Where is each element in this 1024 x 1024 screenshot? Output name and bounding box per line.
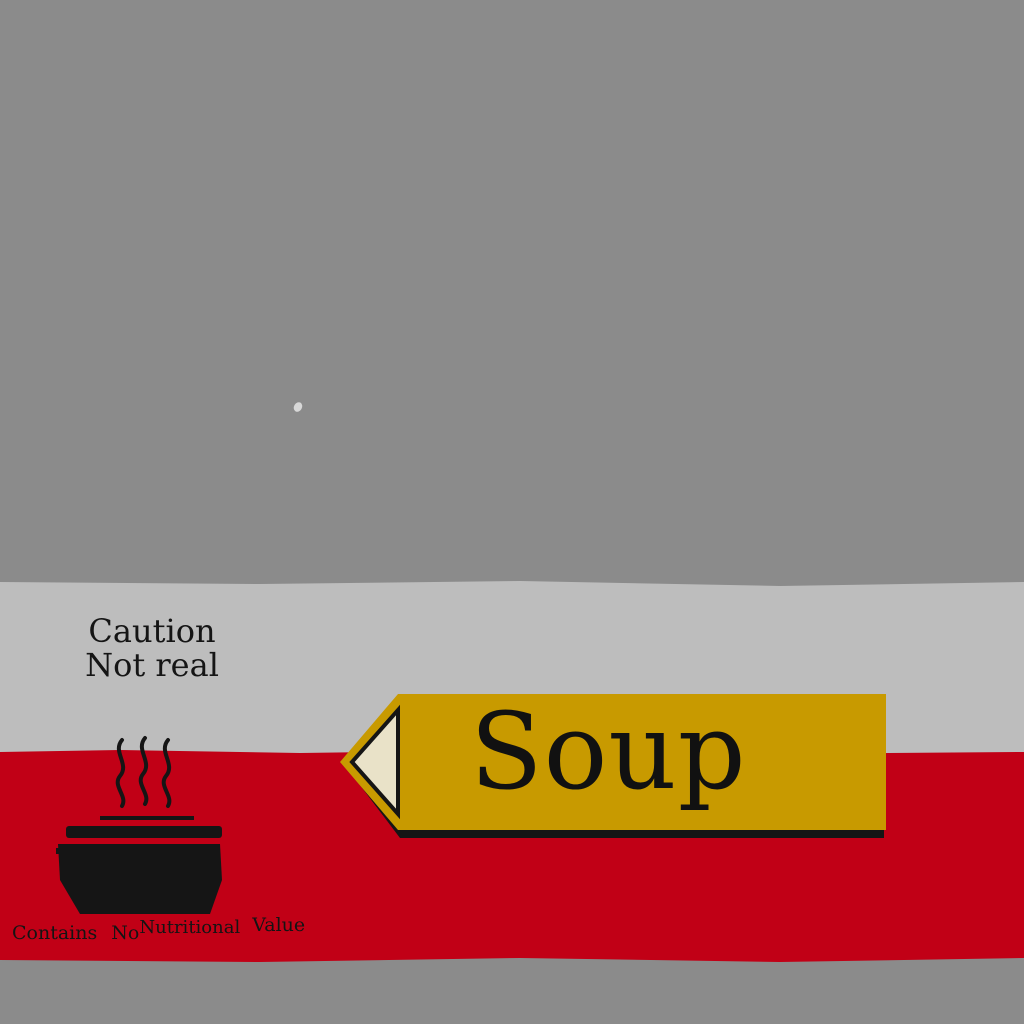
steaming-soup-pot-icon	[56, 736, 222, 914]
caution-line2: Not real	[85, 646, 219, 684]
nutrition-disclaimer: Contains NoNutritional Value	[12, 914, 305, 944]
arrow-tag-icon	[340, 694, 886, 838]
caution-text: Caution Not real	[60, 614, 244, 682]
nutrition-word-1: Contains	[12, 922, 98, 944]
product-name: Soup	[470, 690, 747, 813]
caution-line1: Caution	[88, 612, 216, 650]
nutrition-word-4: Value	[252, 914, 306, 936]
nutrition-word-3: Nutritional	[139, 917, 241, 938]
nutrition-word-2: No	[111, 922, 140, 944]
